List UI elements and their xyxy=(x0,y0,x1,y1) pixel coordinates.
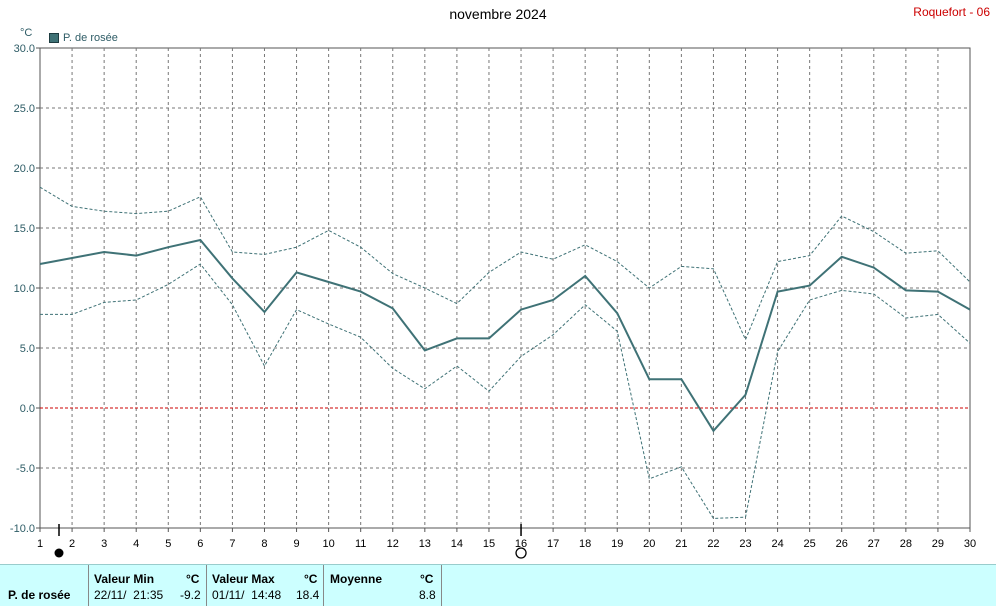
x-tick-label: 3 xyxy=(101,538,107,550)
max-header: Valeur Max xyxy=(212,572,275,586)
y-tick-label: 15.0 xyxy=(14,223,35,235)
y-tick-label: 25.0 xyxy=(14,103,35,115)
x-tick-label: 9 xyxy=(293,538,299,550)
y-tick-label: 0.0 xyxy=(20,403,35,415)
x-tick-label: 23 xyxy=(739,538,751,550)
x-tick-label: 26 xyxy=(836,538,848,550)
stats-param-cell: P. de rosée xyxy=(0,565,89,606)
x-tick-label: 18 xyxy=(579,538,591,550)
x-tick-label: 11 xyxy=(355,538,366,550)
x-tick-label: 17 xyxy=(547,538,559,550)
x-tick-label: 1 xyxy=(37,538,43,550)
series-line-dewpoint xyxy=(39,238,971,433)
x-tick-label: 4 xyxy=(133,538,139,550)
min-unit: °C xyxy=(186,572,200,586)
max-value: 18.4 xyxy=(296,588,320,602)
full-moon-icon xyxy=(54,548,64,558)
stats-min-cell: Valeur Min °C 22/11/ 21:35 -9.2 xyxy=(89,565,207,606)
x-tick-label: 30 xyxy=(964,538,976,550)
new-moon-icon xyxy=(515,547,527,559)
avg-unit: °C xyxy=(420,572,434,586)
x-tick-label: 16 xyxy=(515,538,527,550)
x-tick-label: 12 xyxy=(387,538,399,550)
x-tick-label: 2 xyxy=(69,538,75,550)
avg-value: 8.8 xyxy=(419,588,436,602)
legend-swatch xyxy=(49,33,59,43)
min-date: 22/11/ 21:35 xyxy=(94,588,164,602)
x-tick-label: 22 xyxy=(707,538,719,550)
x-tick-label: 25 xyxy=(804,538,816,550)
x-tick-label: 15 xyxy=(483,538,495,550)
y-tick-label: 5.0 xyxy=(20,343,35,355)
x-tick-label: 20 xyxy=(643,538,655,550)
min-header: Valeur Min xyxy=(94,572,155,586)
avg-header: Moyenne xyxy=(330,572,383,586)
x-tick-label: 14 xyxy=(451,538,463,550)
x-tick-label: 13 xyxy=(419,538,431,550)
y-tick-label: -5.0 xyxy=(16,463,35,475)
x-tick-label: 8 xyxy=(261,538,267,550)
stats-footer: P. de rosée Valeur Min °C 22/11/ 21:35 -… xyxy=(0,564,996,606)
stats-max-cell: Valeur Max °C 01/11/ 14:48 18.4 xyxy=(207,565,324,606)
x-tick-label: 6 xyxy=(197,538,203,550)
x-tick-label: 19 xyxy=(611,538,623,550)
max-unit: °C xyxy=(304,572,318,586)
y-tick-label: 10.0 xyxy=(14,283,35,295)
x-tick-label: 5 xyxy=(165,538,171,550)
stats-param-label: P. de rosée xyxy=(8,588,71,602)
x-tick-label: 24 xyxy=(771,538,783,550)
y-tick-label: 20.0 xyxy=(14,163,35,175)
x-tick-label: 28 xyxy=(900,538,912,550)
series-line-min xyxy=(40,263,971,519)
min-value: -9.2 xyxy=(180,588,201,602)
chart-svg: 30.025.020.015.010.05.00.0-5.0-10.01 2 3 4 5… xyxy=(10,43,976,559)
stats-avg-cell: Moyenne °C 8.8 xyxy=(324,565,442,606)
y-tick-label: 30.0 xyxy=(14,43,35,55)
y-tick-label: -10.0 xyxy=(10,523,35,535)
x-tick-label: 21 xyxy=(675,538,687,550)
legend: P. de rosée xyxy=(49,32,118,44)
max-date: 01/11/ 14:48 xyxy=(212,588,282,602)
y-axis-unit: °C xyxy=(20,27,33,39)
x-tick-label: 10 xyxy=(322,538,334,550)
station-name: Roquefort - 06 xyxy=(913,5,990,19)
x-tick-label: 7 xyxy=(229,538,235,550)
chart-title: novembre 2024 xyxy=(449,6,547,22)
legend-label: P. de rosée xyxy=(63,32,118,44)
series-line-max xyxy=(39,186,971,341)
x-tick-label: 29 xyxy=(932,538,944,550)
x-tick-label: 27 xyxy=(868,538,880,550)
